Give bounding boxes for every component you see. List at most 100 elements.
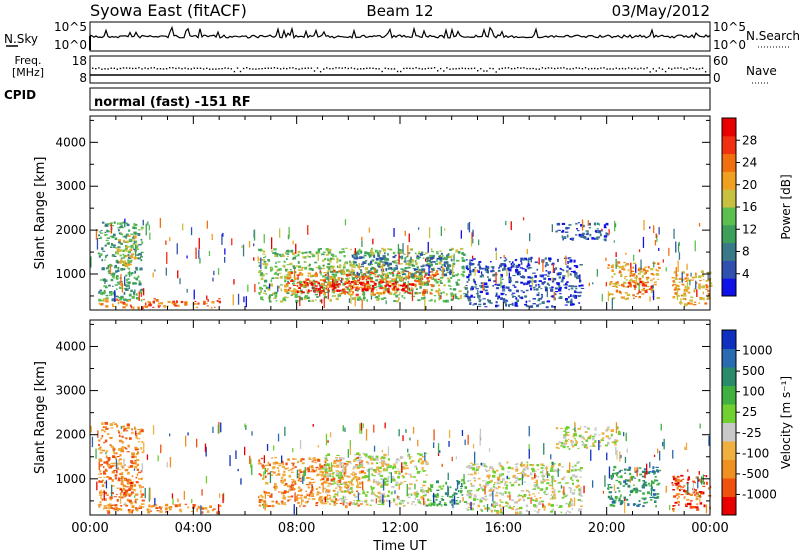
data-cell: [362, 266, 365, 268]
data-cell: [103, 441, 106, 444]
nave-point: [372, 67, 374, 69]
data-cell: [585, 230, 589, 232]
data-cell: [517, 295, 520, 297]
data-cell: [405, 275, 409, 278]
nave-point: [695, 68, 698, 70]
data-cell: [448, 255, 452, 259]
data-cell: [438, 298, 441, 301]
data-cell: [656, 269, 660, 272]
data-cell: [99, 446, 102, 449]
data-cell: [570, 498, 573, 502]
data-cell: [322, 279, 326, 282]
data-cell: [470, 493, 473, 495]
data-cell: [440, 226, 442, 236]
data-cell: [260, 457, 264, 460]
data-cell: [128, 246, 132, 248]
data-cell: [567, 438, 570, 440]
data-cell: [365, 460, 368, 464]
data-cell: [617, 261, 621, 264]
data-cell: [98, 291, 101, 294]
data-cell: [537, 476, 540, 478]
data-cell: [479, 499, 483, 503]
data-cell: [457, 490, 460, 493]
data-cell: [277, 273, 279, 276]
data-cell: [417, 493, 420, 496]
data-cell: [515, 259, 518, 261]
data-cell: [647, 471, 651, 475]
data-cell: [404, 462, 407, 465]
data-cell: [338, 270, 341, 273]
data-cell: [429, 257, 434, 260]
data-cell: [492, 489, 495, 492]
data-cell: [382, 499, 386, 503]
data-cell: [378, 284, 381, 286]
data-cell: [407, 455, 409, 458]
data-cell: [457, 481, 461, 484]
data-cell: [609, 486, 613, 489]
data-cell: [302, 267, 305, 269]
data-cell: [575, 288, 578, 290]
data-cell: [642, 282, 645, 286]
nave-point: [467, 67, 470, 70]
data-cell: [137, 459, 140, 461]
data-cell: [656, 479, 659, 482]
data-cell: [657, 278, 660, 280]
data-cell: [615, 281, 619, 284]
data-cell: [262, 262, 266, 266]
data-cell: [320, 482, 323, 486]
data-cell: [319, 299, 322, 302]
data-cell: [139, 267, 143, 271]
data-cell: [434, 299, 436, 303]
data-cell: [335, 498, 338, 501]
data-cell: [502, 300, 506, 302]
data-cell: [689, 299, 694, 302]
data-cell: [350, 290, 353, 292]
data-cell: [355, 464, 358, 466]
data-cell: [135, 510, 139, 512]
nave-point: [258, 68, 260, 70]
data-cell: [114, 284, 118, 286]
data-cell: [492, 501, 496, 504]
data-cell: [258, 264, 261, 267]
data-cell: [624, 298, 628, 300]
data-cell: [287, 467, 289, 469]
data-cell: [517, 271, 520, 274]
data-cell: [663, 438, 665, 450]
data-cell: [626, 479, 630, 482]
data-cell: [116, 509, 119, 512]
data-cell: [573, 259, 576, 263]
data-cell: [408, 488, 412, 490]
data-cell: [452, 288, 457, 291]
data-cell: [413, 492, 417, 495]
data-cell: [481, 273, 483, 276]
data-cell: [687, 492, 691, 495]
data-cell: [496, 482, 499, 485]
data-cell: [574, 464, 577, 467]
data-cell: [443, 261, 447, 264]
data-cell: [216, 300, 219, 302]
data-cell: [274, 485, 277, 488]
data-cell: [601, 228, 603, 231]
data-cell: [365, 428, 368, 441]
data-cell: [299, 494, 303, 497]
data-cell: [283, 260, 286, 263]
data-cell: [318, 284, 323, 287]
data-cell: [656, 493, 660, 495]
data-cell: [420, 461, 424, 465]
data-cell: [133, 248, 136, 250]
data-cell: [502, 288, 506, 291]
data-cell: [330, 281, 332, 283]
nave-point: [514, 67, 516, 70]
data-cell: [506, 267, 510, 271]
data-cell: [449, 248, 453, 251]
nave-point: [162, 68, 165, 70]
data-cell: [381, 277, 384, 279]
data-cell: [548, 278, 552, 281]
data-cell: [290, 484, 295, 486]
data-cell: [566, 281, 569, 284]
data-cell: [388, 267, 391, 270]
data-cell: [538, 303, 542, 305]
data-cell: [329, 298, 332, 302]
data-cell: [262, 250, 266, 253]
data-cell: [141, 503, 145, 505]
